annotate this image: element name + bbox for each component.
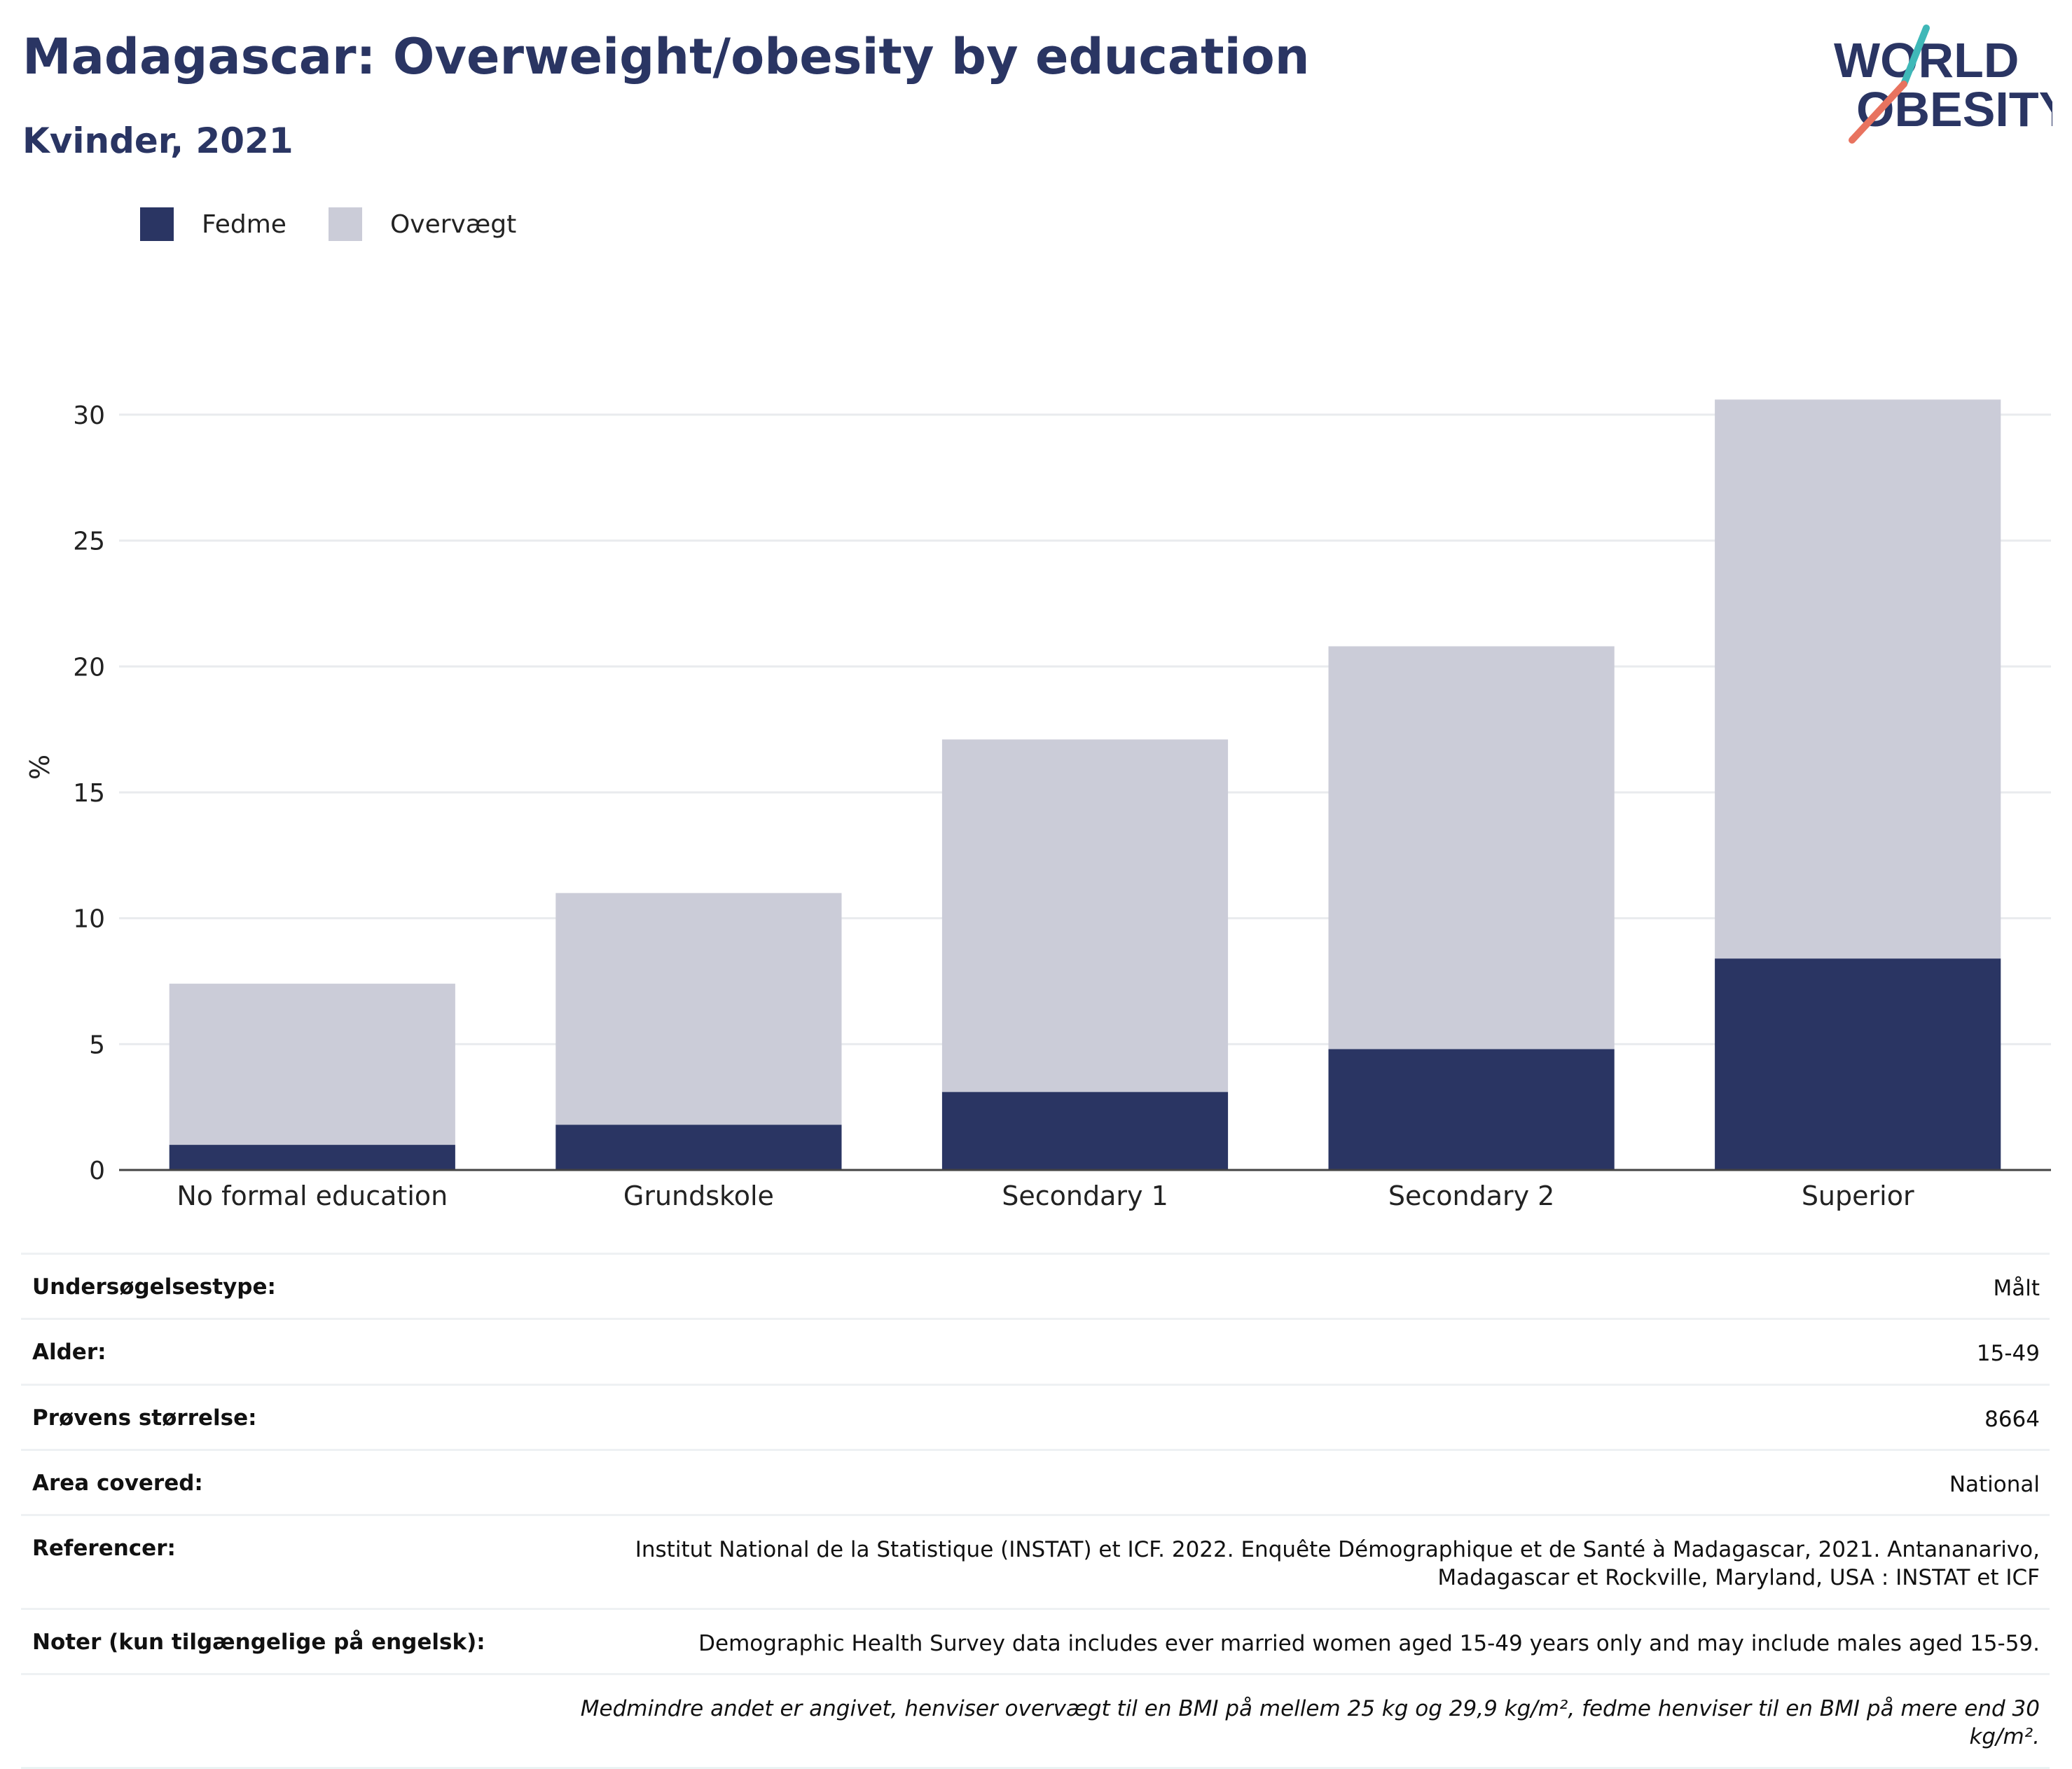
bar-overvaegt [555,893,842,1125]
legend-label-fedme: Fedme [202,209,286,239]
world-obesity-logo: WORLD OBESITY [1834,25,2052,144]
x-tick-label: Secondary 1 [1002,1181,1168,1211]
legend-label-overvaegt: Overvægt [389,209,517,239]
y-tick-label: 5 [89,1031,105,1059]
bar-fedme [941,1092,1229,1170]
bar-overvaegt [1328,646,1615,1049]
bar-overvaegt [169,984,455,1145]
logo-slash-teal [1900,25,1930,88]
info-key: Referencer: [32,1536,176,1562]
logo-slash-coral [1849,81,1907,144]
y-tick-label: 30 [73,401,105,430]
logo-line1: WORLD [1834,33,2019,88]
info-row-sample-size: Prøvens størrelse: 8664 [21,1383,2050,1449]
footnote: Medmindre andet er angivet, henviser ove… [21,1673,2050,1769]
x-tick-label: No formal education [177,1181,448,1211]
info-row-area: Area covered: National [21,1448,2050,1514]
info-table: Undersøgelsestype: Målt Alder: 15-49 Prø… [21,1253,2050,1769]
info-key: Prøvens størrelse: [32,1405,257,1431]
chart-legend: Fedme Overvægt [140,207,558,241]
info-value: Institut National de la Statistique (INS… [635,1537,2040,1591]
y-tick-label: 0 [89,1157,105,1185]
info-row-survey-type: Undersøgelsestype: Målt [21,1253,2050,1318]
logo-line2: OBESITY [1856,82,2052,137]
info-value: 8664 [1984,1406,2040,1432]
bar-overvaegt [941,739,1229,1092]
bar-fedme [555,1124,842,1170]
bar-overvaegt [1715,399,2001,959]
legend-swatch-overvaegt [328,207,362,241]
info-row-age: Alder: 15-49 [21,1318,2050,1383]
y-tick-label: 20 [73,653,105,682]
info-key: Area covered: [32,1470,203,1496]
bar-fedme [169,1145,455,1170]
x-tick-label: Secondary 2 [1388,1181,1555,1211]
x-tick-label: Superior [1802,1181,1914,1211]
footnote-text: Medmindre andet er angivet, henviser ove… [580,1696,2040,1750]
info-row-notes: Noter (kun tilgængelige på engelsk): Dem… [21,1607,2050,1673]
y-axis-label: % [25,755,55,780]
chart-title: Madagascar: Overweight/obesity by educat… [22,28,1310,85]
info-key: Alder: [32,1340,106,1365]
stacked-bar-chart: 0 5 10 15 20 25 30% No formal education Grundsko… [25,399,2051,1211]
info-value: Demographic Health Survey data includes … [698,1630,2040,1656]
y-tick-label: 15 [73,779,105,808]
y-tick-label: 10 [73,905,105,934]
chart-subtitle: Kvinder, 2021 [22,121,293,161]
info-value: Målt [1993,1276,2040,1301]
info-value: 15-49 [1976,1341,2040,1367]
x-tick-label: Grundskole [623,1181,774,1211]
info-value: National [1949,1471,2040,1497]
bar-fedme [1328,1049,1615,1170]
bar-fedme [1715,958,2001,1170]
y-tick-label: 25 [73,528,105,556]
info-key: Noter (kun tilgængelige på engelsk): [32,1629,485,1655]
info-key: Undersøgelsestype: [32,1274,276,1300]
info-row-references: Referencer: Institut National de la Stat… [21,1514,2050,1608]
legend-swatch-fedme [140,207,174,241]
